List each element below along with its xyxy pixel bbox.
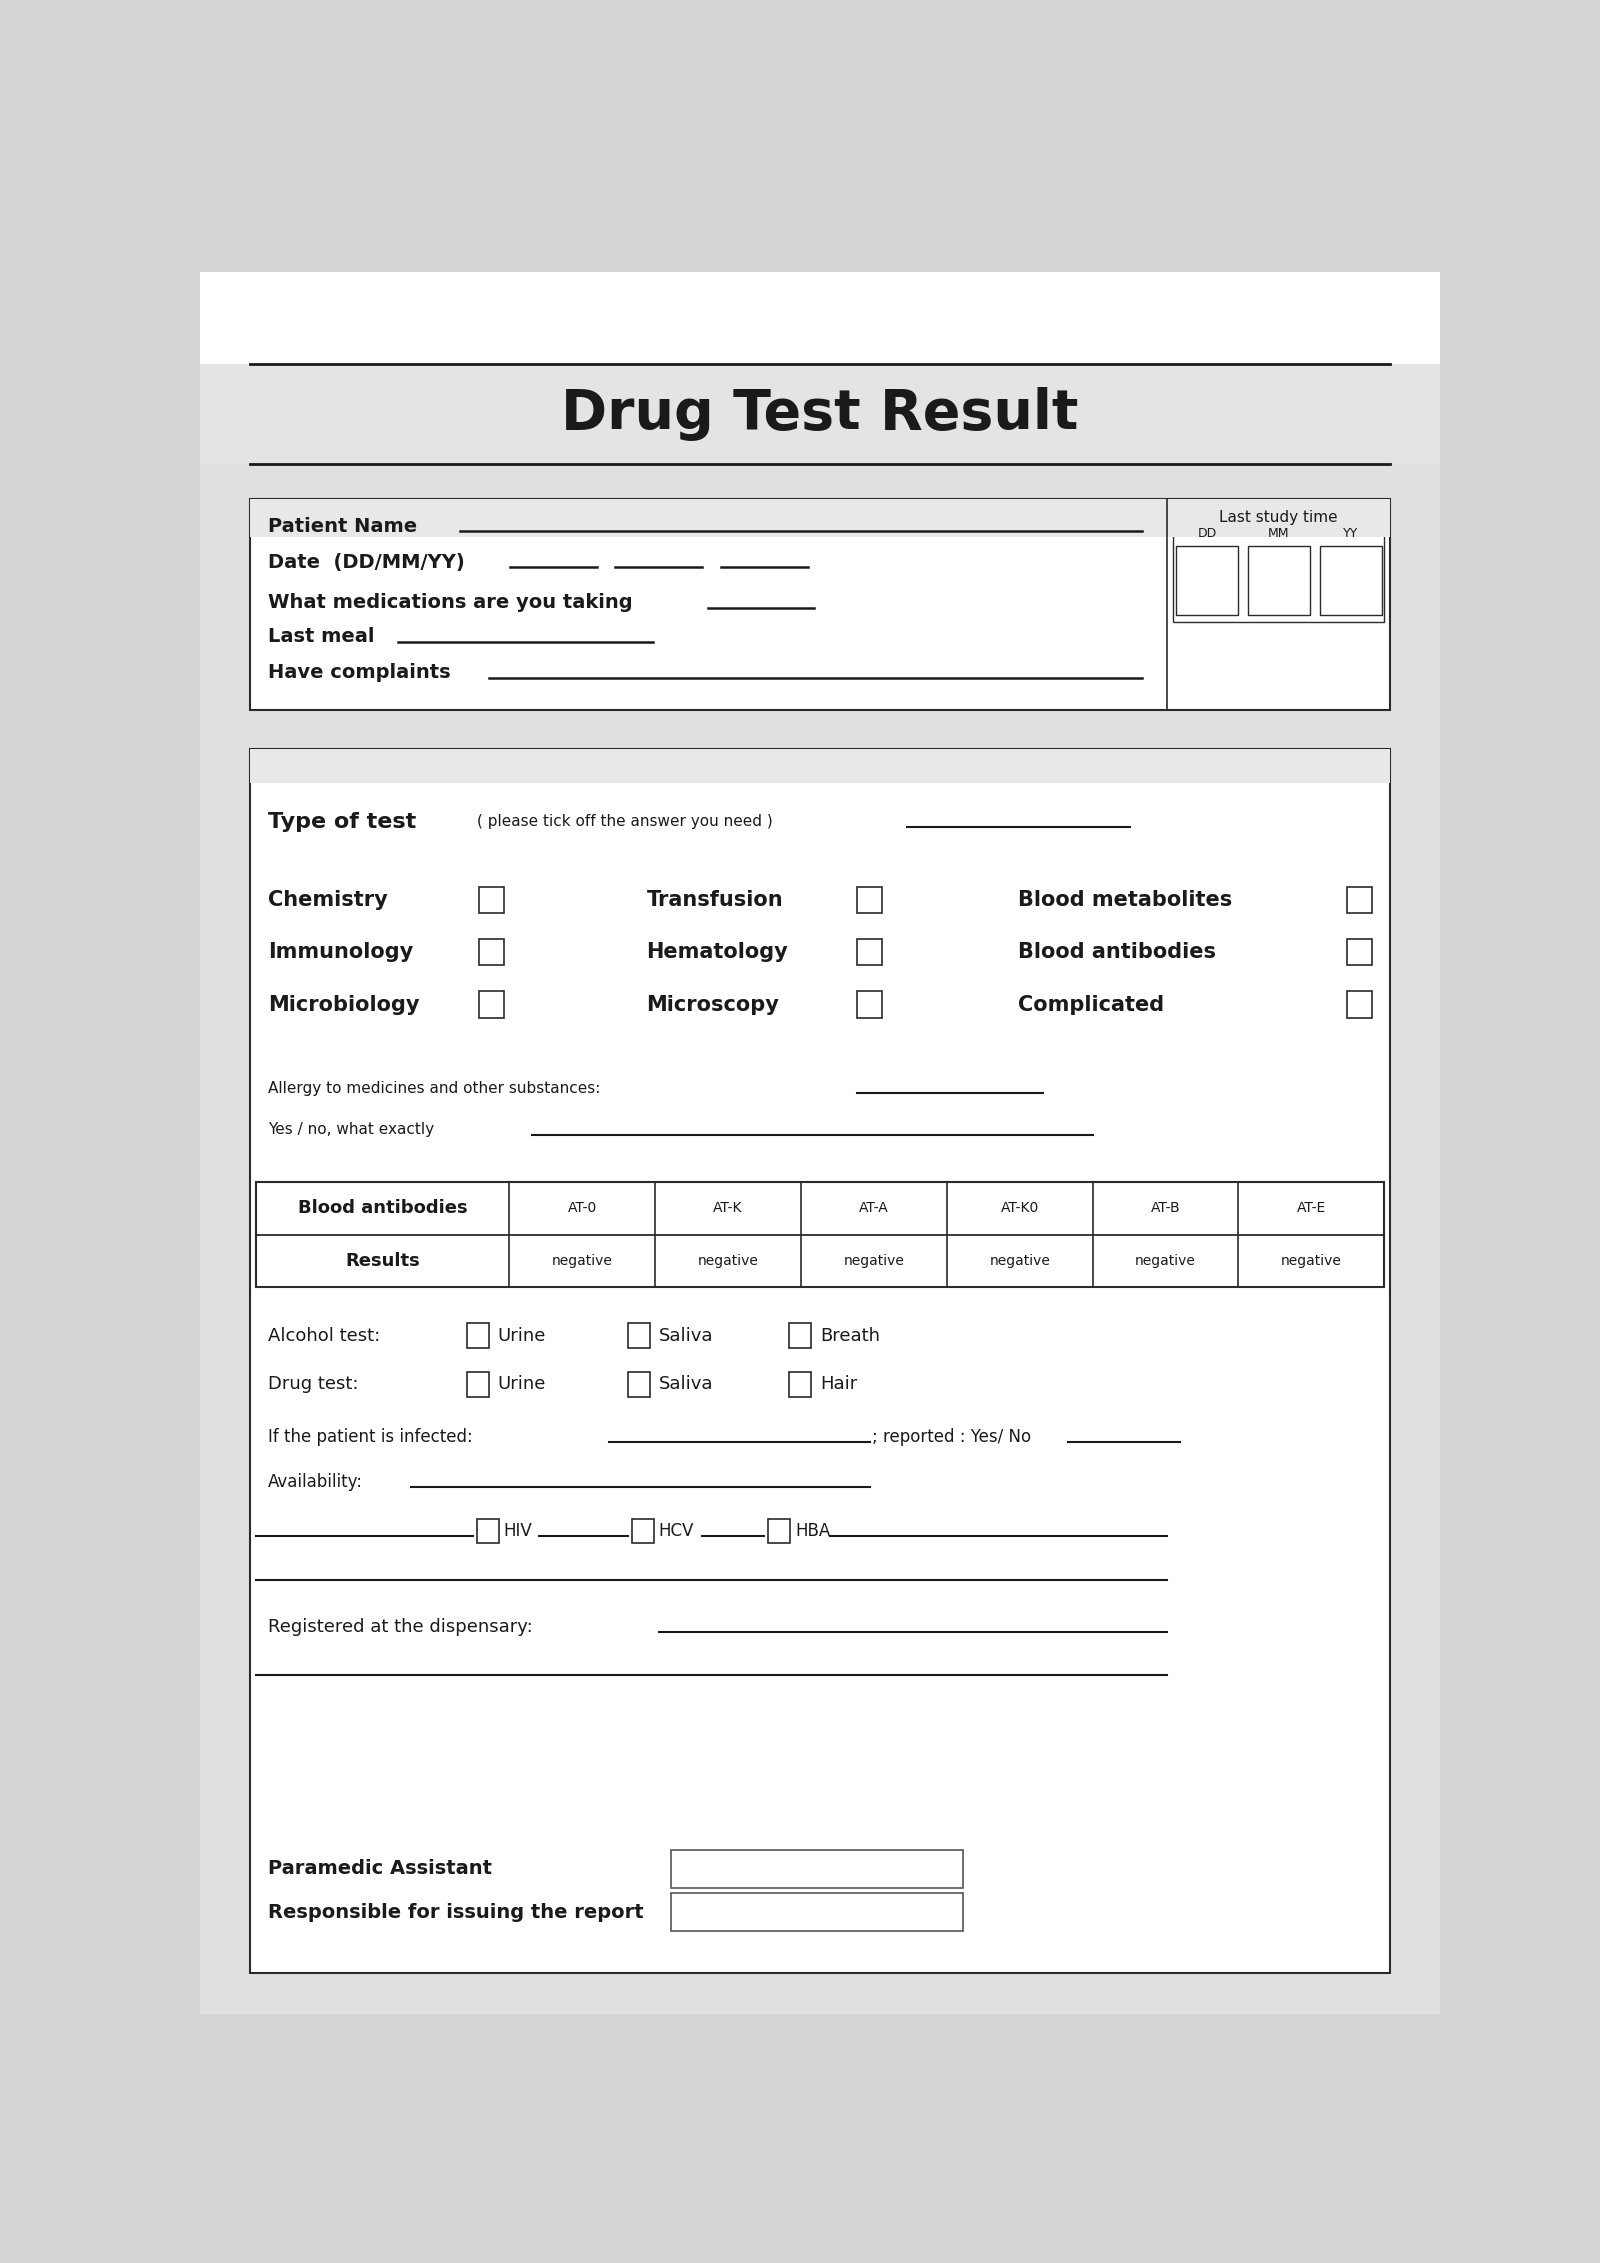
Text: Last study time: Last study time	[1219, 509, 1338, 525]
Bar	[632, 1518, 654, 1543]
Text: Last meal: Last meal	[269, 627, 374, 645]
Text: Paramedic Assistant: Paramedic Assistant	[269, 1860, 493, 1878]
Text: Type of test: Type of test	[269, 812, 416, 831]
Text: Saliva: Saliva	[659, 1376, 714, 1394]
Text: YY: YY	[1342, 527, 1358, 541]
Bar	[250, 749, 1390, 783]
Text: Alcohol test:: Alcohol test:	[269, 1326, 381, 1344]
Text: Blood antibodies: Blood antibodies	[1019, 941, 1216, 962]
Text: Transfusion: Transfusion	[646, 889, 782, 910]
Text: Have complaints: Have complaints	[269, 663, 451, 681]
Bar	[1173, 514, 1384, 622]
Text: ; reported : Yes/ No: ; reported : Yes/ No	[872, 1428, 1032, 1446]
Bar	[467, 1324, 490, 1349]
Text: AT-K: AT-K	[714, 1202, 742, 1215]
Text: HBA: HBA	[795, 1521, 830, 1539]
Text: MM: MM	[1269, 527, 1290, 541]
Text: Chemistry: Chemistry	[269, 889, 387, 910]
Bar	[256, 1181, 1384, 1288]
Bar	[467, 1371, 490, 1396]
Bar	[858, 939, 882, 966]
Bar	[250, 498, 1390, 711]
Text: Availability:: Availability:	[269, 1473, 363, 1491]
Bar	[478, 939, 504, 966]
Bar	[627, 1324, 650, 1349]
Text: Complicated: Complicated	[1019, 993, 1165, 1014]
Text: negative: negative	[1134, 1254, 1195, 1267]
Bar	[478, 991, 504, 1018]
Bar	[789, 1324, 811, 1349]
Text: Saliva: Saliva	[659, 1326, 714, 1344]
Text: negative: negative	[989, 1254, 1050, 1267]
Bar	[1248, 545, 1310, 616]
Text: What medications are you taking: What medications are you taking	[269, 593, 634, 611]
Text: Urine: Urine	[498, 1326, 546, 1344]
Bar	[200, 464, 1440, 2014]
Text: AT-B: AT-B	[1150, 1202, 1181, 1215]
Text: AT-E: AT-E	[1296, 1202, 1326, 1215]
Text: Results: Results	[346, 1251, 419, 1270]
Text: If the patient is infected:: If the patient is infected:	[269, 1428, 474, 1446]
Text: Allergy to medicines and other substances:: Allergy to medicines and other substance…	[269, 1082, 600, 1095]
Text: ( please tick off the answer you need ): ( please tick off the answer you need )	[477, 815, 773, 828]
Bar	[672, 1849, 963, 1887]
Text: AT-0: AT-0	[568, 1202, 597, 1215]
Text: Date  (DD/MM/YY): Date (DD/MM/YY)	[269, 552, 466, 573]
Text: Drug Test Result: Drug Test Result	[562, 387, 1078, 441]
Text: Microbiology: Microbiology	[269, 993, 419, 1014]
Text: negative: negative	[552, 1254, 613, 1267]
Bar	[858, 887, 882, 912]
Text: AT-K0: AT-K0	[1000, 1202, 1038, 1215]
Bar	[250, 749, 1390, 1973]
Text: Hematology: Hematology	[646, 941, 789, 962]
Bar	[627, 1371, 650, 1396]
Bar	[477, 1518, 499, 1543]
Text: Responsible for issuing the report: Responsible for issuing the report	[269, 1903, 643, 1921]
Text: HIV: HIV	[504, 1521, 533, 1539]
Text: HCV: HCV	[659, 1521, 694, 1539]
Text: AT-A: AT-A	[859, 1202, 888, 1215]
Text: negative: negative	[843, 1254, 904, 1267]
Text: Breath: Breath	[819, 1326, 880, 1344]
Bar	[768, 1518, 790, 1543]
Bar	[1320, 545, 1382, 616]
Bar	[1347, 939, 1371, 966]
Text: Microscopy: Microscopy	[646, 993, 779, 1014]
Text: Hair: Hair	[819, 1376, 858, 1394]
Bar	[672, 1894, 963, 1930]
Text: Immunology: Immunology	[269, 941, 413, 962]
Text: Urine: Urine	[498, 1376, 546, 1394]
Text: negative: negative	[698, 1254, 758, 1267]
Bar	[858, 991, 882, 1018]
Bar	[250, 498, 1390, 536]
Text: Yes / no, what exactly: Yes / no, what exactly	[269, 1122, 434, 1138]
Bar	[1347, 887, 1371, 912]
Text: Patient Name: Patient Name	[269, 516, 418, 536]
Text: DD: DD	[1197, 527, 1216, 541]
Text: Drug test:: Drug test:	[269, 1376, 358, 1394]
Text: Blood metabolites: Blood metabolites	[1019, 889, 1232, 910]
Text: negative: negative	[1282, 1254, 1342, 1267]
Bar	[200, 272, 1440, 364]
Bar	[1347, 991, 1371, 1018]
Text: Blood antibodies: Blood antibodies	[298, 1199, 467, 1217]
Bar	[1176, 545, 1238, 616]
Text: Registered at the dispensary:: Registered at the dispensary:	[269, 1618, 533, 1636]
Bar	[478, 887, 504, 912]
Bar	[789, 1371, 811, 1396]
Bar	[200, 364, 1440, 464]
